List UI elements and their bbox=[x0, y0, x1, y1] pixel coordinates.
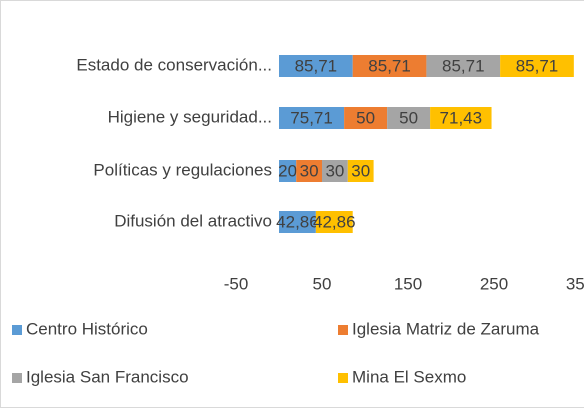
bar-segment bbox=[279, 107, 345, 129]
bar-segment bbox=[426, 55, 501, 77]
legend-swatch bbox=[338, 373, 348, 383]
bar-segment bbox=[322, 160, 348, 182]
data-label: 50 bbox=[356, 108, 375, 127]
y-tick-label: Políticas y regulaciones bbox=[93, 160, 272, 179]
legend-swatch bbox=[12, 325, 22, 335]
x-tick-label: 350 bbox=[566, 274, 584, 293]
data-label: 50 bbox=[399, 108, 418, 127]
y-tick-label: Higiene y seguridad... bbox=[108, 107, 272, 126]
data-label: 85,71 bbox=[295, 56, 338, 75]
bar-segment bbox=[500, 55, 574, 77]
data-label: 30 bbox=[351, 161, 370, 180]
legend-swatch bbox=[12, 373, 22, 383]
x-tick-label: -50 bbox=[224, 274, 249, 293]
bar-segment bbox=[296, 160, 322, 182]
bar-segment bbox=[430, 107, 492, 129]
y-tick-label: Difusión del atractivo bbox=[114, 211, 272, 230]
y-tick-label: Estado de conservación... bbox=[76, 55, 272, 74]
data-label: 42,86 bbox=[276, 212, 319, 231]
bar-segment bbox=[279, 160, 297, 182]
data-label: 85,71 bbox=[442, 56, 485, 75]
bar-segment bbox=[279, 211, 316, 233]
data-label: 71,43 bbox=[440, 108, 483, 127]
bar-segment bbox=[352, 55, 427, 77]
legend-label: Centro Histórico bbox=[26, 319, 148, 338]
legend-label: Iglesia Matriz de Zaruma bbox=[352, 319, 540, 338]
bar-segment bbox=[279, 55, 353, 77]
data-label: 42,86 bbox=[313, 212, 356, 231]
data-label: 30 bbox=[325, 161, 344, 180]
data-label: 75,71 bbox=[290, 108, 333, 127]
legend-swatch bbox=[338, 325, 348, 335]
data-label: 20 bbox=[278, 161, 297, 180]
legend-label: Mina El Sexmo bbox=[352, 367, 466, 386]
x-tick-label: 150 bbox=[394, 274, 422, 293]
x-tick-label: 50 bbox=[313, 274, 332, 293]
bar-segment bbox=[387, 107, 431, 129]
legend-label: Iglesia San Francisco bbox=[26, 367, 189, 386]
bar-segment bbox=[315, 211, 353, 233]
data-label: 85,71 bbox=[516, 56, 559, 75]
bar-segment bbox=[344, 107, 388, 129]
x-tick-label: 250 bbox=[480, 274, 508, 293]
data-label: 85,71 bbox=[368, 56, 411, 75]
bar-segment bbox=[347, 160, 374, 182]
data-label: 30 bbox=[300, 161, 319, 180]
